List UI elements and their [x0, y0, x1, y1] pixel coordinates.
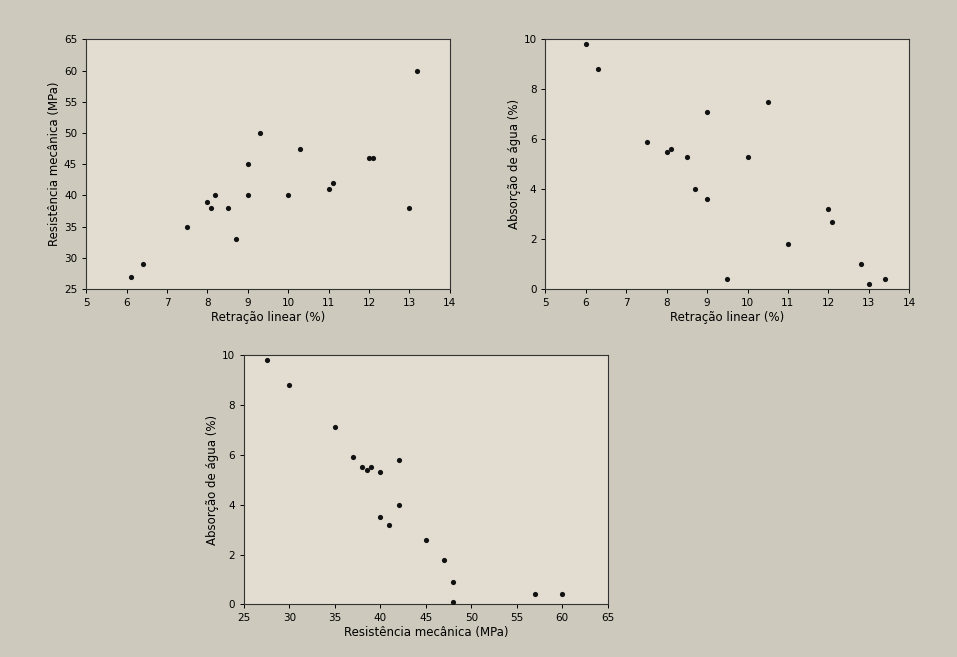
Point [200, 196, 215, 207]
Point [373, 512, 389, 522]
Point [418, 534, 434, 545]
Point [382, 519, 397, 530]
Point [402, 202, 417, 213]
Point [373, 467, 389, 478]
Point [446, 597, 461, 607]
Point [282, 380, 298, 390]
Point [578, 39, 593, 50]
Point [555, 589, 570, 600]
Y-axis label: Resistência mecânica (MPa): Resistência mecânica (MPa) [48, 82, 61, 246]
Point [853, 259, 868, 269]
Point [446, 577, 461, 587]
Point [208, 191, 223, 201]
Point [122, 271, 138, 282]
Point [240, 191, 256, 201]
Point [720, 274, 735, 284]
Point [135, 259, 150, 269]
Point [436, 555, 452, 565]
Point [228, 234, 243, 244]
Point [700, 194, 715, 204]
Point [663, 144, 679, 154]
Point [359, 464, 374, 475]
X-axis label: Resistência mecânica (MPa): Resistência mecânica (MPa) [344, 626, 508, 639]
Point [878, 274, 893, 284]
Point [364, 462, 379, 472]
Point [280, 191, 296, 201]
Point [220, 202, 235, 213]
Point [240, 159, 256, 170]
Point [679, 152, 695, 162]
Point [590, 64, 606, 75]
Point [362, 153, 377, 164]
Point [821, 204, 836, 214]
Point [293, 143, 308, 154]
Point [345, 452, 361, 463]
Point [740, 152, 755, 162]
Point [760, 97, 775, 107]
Point [639, 137, 655, 147]
Point [700, 106, 715, 117]
Point [366, 153, 381, 164]
Point [825, 216, 840, 227]
Point [327, 422, 343, 432]
Point [780, 239, 795, 250]
Point [659, 147, 675, 157]
Point [410, 65, 425, 76]
Point [355, 462, 370, 472]
Point [259, 355, 275, 365]
Point [687, 184, 702, 194]
Point [325, 177, 341, 188]
Y-axis label: Absorção de água (%): Absorção de água (%) [206, 415, 219, 545]
X-axis label: Retração linear (%): Retração linear (%) [211, 311, 325, 324]
Point [391, 499, 407, 510]
Y-axis label: Absorção de água (%): Absorção de água (%) [507, 99, 521, 229]
Point [204, 202, 219, 213]
Point [253, 128, 268, 139]
Point [391, 455, 407, 465]
Point [861, 279, 877, 289]
X-axis label: Retração linear (%): Retração linear (%) [670, 311, 785, 324]
Point [180, 221, 195, 232]
Point [527, 589, 543, 600]
Point [321, 184, 336, 194]
